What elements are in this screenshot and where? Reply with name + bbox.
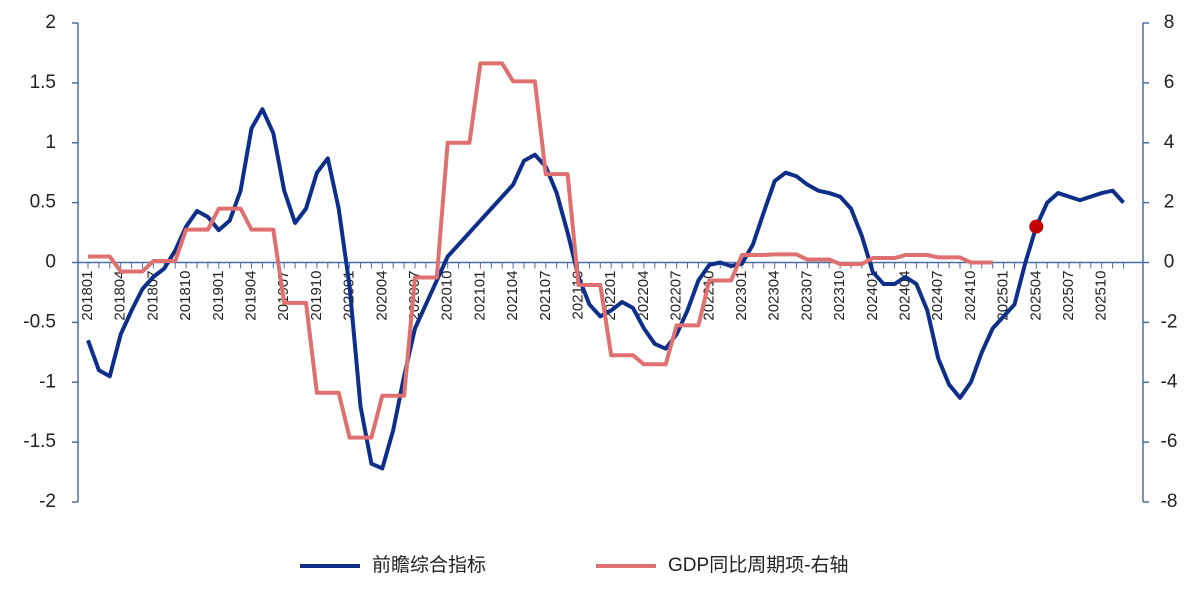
y-tick-label: 2 xyxy=(45,12,56,33)
x-tick-label: 201810 xyxy=(177,271,194,321)
legend-label: 前瞻综合指标 xyxy=(372,554,486,576)
x-tick-label: 202207 xyxy=(668,271,685,321)
legend-label: GDP同比周期项-右轴 xyxy=(668,554,849,576)
y2-tick-label: 8 xyxy=(1164,12,1175,33)
y-tick-label: 0 xyxy=(45,252,56,273)
y2-tick-label: 0 xyxy=(1164,252,1175,273)
x-tick-label: 202304 xyxy=(766,271,783,321)
x-tick-label: 201804 xyxy=(112,271,129,321)
x-tick-label: 202301 xyxy=(733,271,750,321)
x-tick-label: 202504 xyxy=(1027,271,1044,321)
data-line xyxy=(88,61,993,440)
y-tick-label: -2 xyxy=(39,491,56,512)
x-tick-label: 202104 xyxy=(504,271,521,321)
x-tick-label: 202204 xyxy=(635,271,652,321)
x-tick-label: 202101 xyxy=(471,271,488,321)
y-tick-label: -0.5 xyxy=(23,311,56,332)
x-tick-label: 202307 xyxy=(798,271,815,321)
x-tick-label: 202507 xyxy=(1060,271,1077,321)
x-tick-label: 201801 xyxy=(79,271,96,321)
x-tick-label: 201910 xyxy=(308,271,325,321)
y-tick-label: 1.5 xyxy=(30,72,56,93)
x-tick-label: 202401 xyxy=(864,271,881,321)
y2-tick-label: -2 xyxy=(1161,311,1178,332)
x-tick-label: 202501 xyxy=(995,271,1012,321)
y-tick-label: 1 xyxy=(45,132,56,153)
x-tick-label: 202107 xyxy=(537,271,554,321)
x-tick-label: 202310 xyxy=(831,271,848,321)
x-tick-label: 201901 xyxy=(210,271,227,321)
x-tick-label: 202004 xyxy=(373,271,390,321)
y-tick-label: -1.5 xyxy=(23,431,56,452)
x-tick-label: 202510 xyxy=(1093,271,1110,321)
highlight-point xyxy=(1029,219,1044,234)
y2-tick-label: -6 xyxy=(1161,431,1178,452)
y2-tick-label: 6 xyxy=(1164,72,1175,93)
y2-tick-label: -4 xyxy=(1161,371,1178,392)
x-tick-label: 202410 xyxy=(962,271,979,321)
y2-tick-label: 2 xyxy=(1164,192,1175,213)
x-tick-label: 201904 xyxy=(242,271,259,321)
y2-tick-label: -8 xyxy=(1161,491,1178,512)
x-tick-label: 202010 xyxy=(439,271,456,321)
y-tick-label: 0.5 xyxy=(30,192,56,213)
x-tick-label: 202407 xyxy=(929,271,946,321)
y-tick-label: -1 xyxy=(39,371,56,392)
x-tick-label: 202404 xyxy=(896,271,913,321)
y2-tick-label: 4 xyxy=(1164,132,1175,153)
